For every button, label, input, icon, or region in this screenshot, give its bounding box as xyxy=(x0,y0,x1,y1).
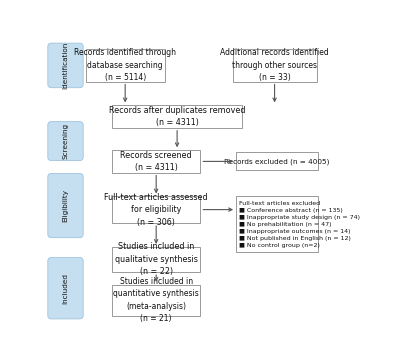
Text: Eligibility: Eligibility xyxy=(62,189,68,222)
Text: Full-text articles excluded
■ Conference abstract (n = 135)
■ Inappropriate stud: Full-text articles excluded ■ Conference… xyxy=(239,201,360,248)
Text: Records excluded (n = 4005): Records excluded (n = 4005) xyxy=(224,158,330,165)
Text: Studies included in
qualitative synthesis
(n = 22): Studies included in qualitative synthesi… xyxy=(115,242,198,277)
FancyBboxPatch shape xyxy=(233,49,317,82)
FancyBboxPatch shape xyxy=(48,174,83,238)
Text: Additional records identified
through other sources
(n = 33): Additional records identified through ot… xyxy=(220,48,329,82)
FancyBboxPatch shape xyxy=(236,152,318,170)
Text: Studies included in
quantitative synthesis
(meta-analysis)
(n = 21): Studies included in quantitative synthes… xyxy=(113,277,199,323)
FancyBboxPatch shape xyxy=(48,43,83,88)
FancyBboxPatch shape xyxy=(86,49,165,82)
FancyBboxPatch shape xyxy=(48,122,83,161)
Text: Records identified through
database searching
(n = 5114): Records identified through database sear… xyxy=(74,48,176,82)
Text: Included: Included xyxy=(62,273,68,304)
FancyBboxPatch shape xyxy=(112,285,200,316)
Text: Screening: Screening xyxy=(62,123,68,159)
FancyBboxPatch shape xyxy=(112,197,200,223)
FancyBboxPatch shape xyxy=(48,258,83,319)
Text: Full-text articles assessed
for eligibility
(n = 306): Full-text articles assessed for eligibil… xyxy=(104,193,208,227)
FancyBboxPatch shape xyxy=(112,247,200,272)
FancyBboxPatch shape xyxy=(236,197,318,253)
Text: Records after duplicates removed
(n = 4311): Records after duplicates removed (n = 43… xyxy=(109,106,245,127)
Text: Records screened
(n = 4311): Records screened (n = 4311) xyxy=(120,151,192,172)
Text: Identification: Identification xyxy=(62,42,68,89)
FancyBboxPatch shape xyxy=(112,150,200,173)
FancyBboxPatch shape xyxy=(112,105,242,128)
